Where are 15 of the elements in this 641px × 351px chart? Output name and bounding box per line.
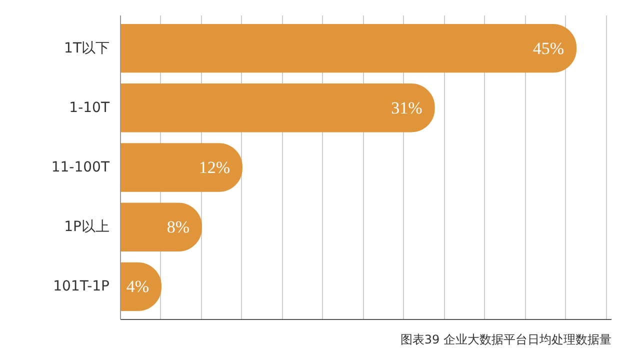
y-tick-label: 1-10T: [69, 100, 110, 116]
y-tick-label: 101T-1P: [53, 278, 110, 295]
data-label: 31%: [391, 98, 422, 118]
bar: [120, 84, 435, 132]
bar: [120, 202, 202, 252]
data-label: 12%: [198, 158, 230, 177]
text: 图表39 企业大数据平台日均处理数据量: [400, 332, 612, 346]
y-tick-label: 1T以下: [64, 40, 110, 56]
y-tick-label: 1P以上: [64, 219, 110, 236]
data-label: 4%: [126, 277, 150, 296]
bar: [120, 24, 577, 73]
y-tick-label: 11-100T: [51, 160, 110, 176]
bar: [120, 143, 242, 192]
data-label: 45%: [532, 38, 564, 58]
data-label: 8%: [166, 218, 190, 237]
